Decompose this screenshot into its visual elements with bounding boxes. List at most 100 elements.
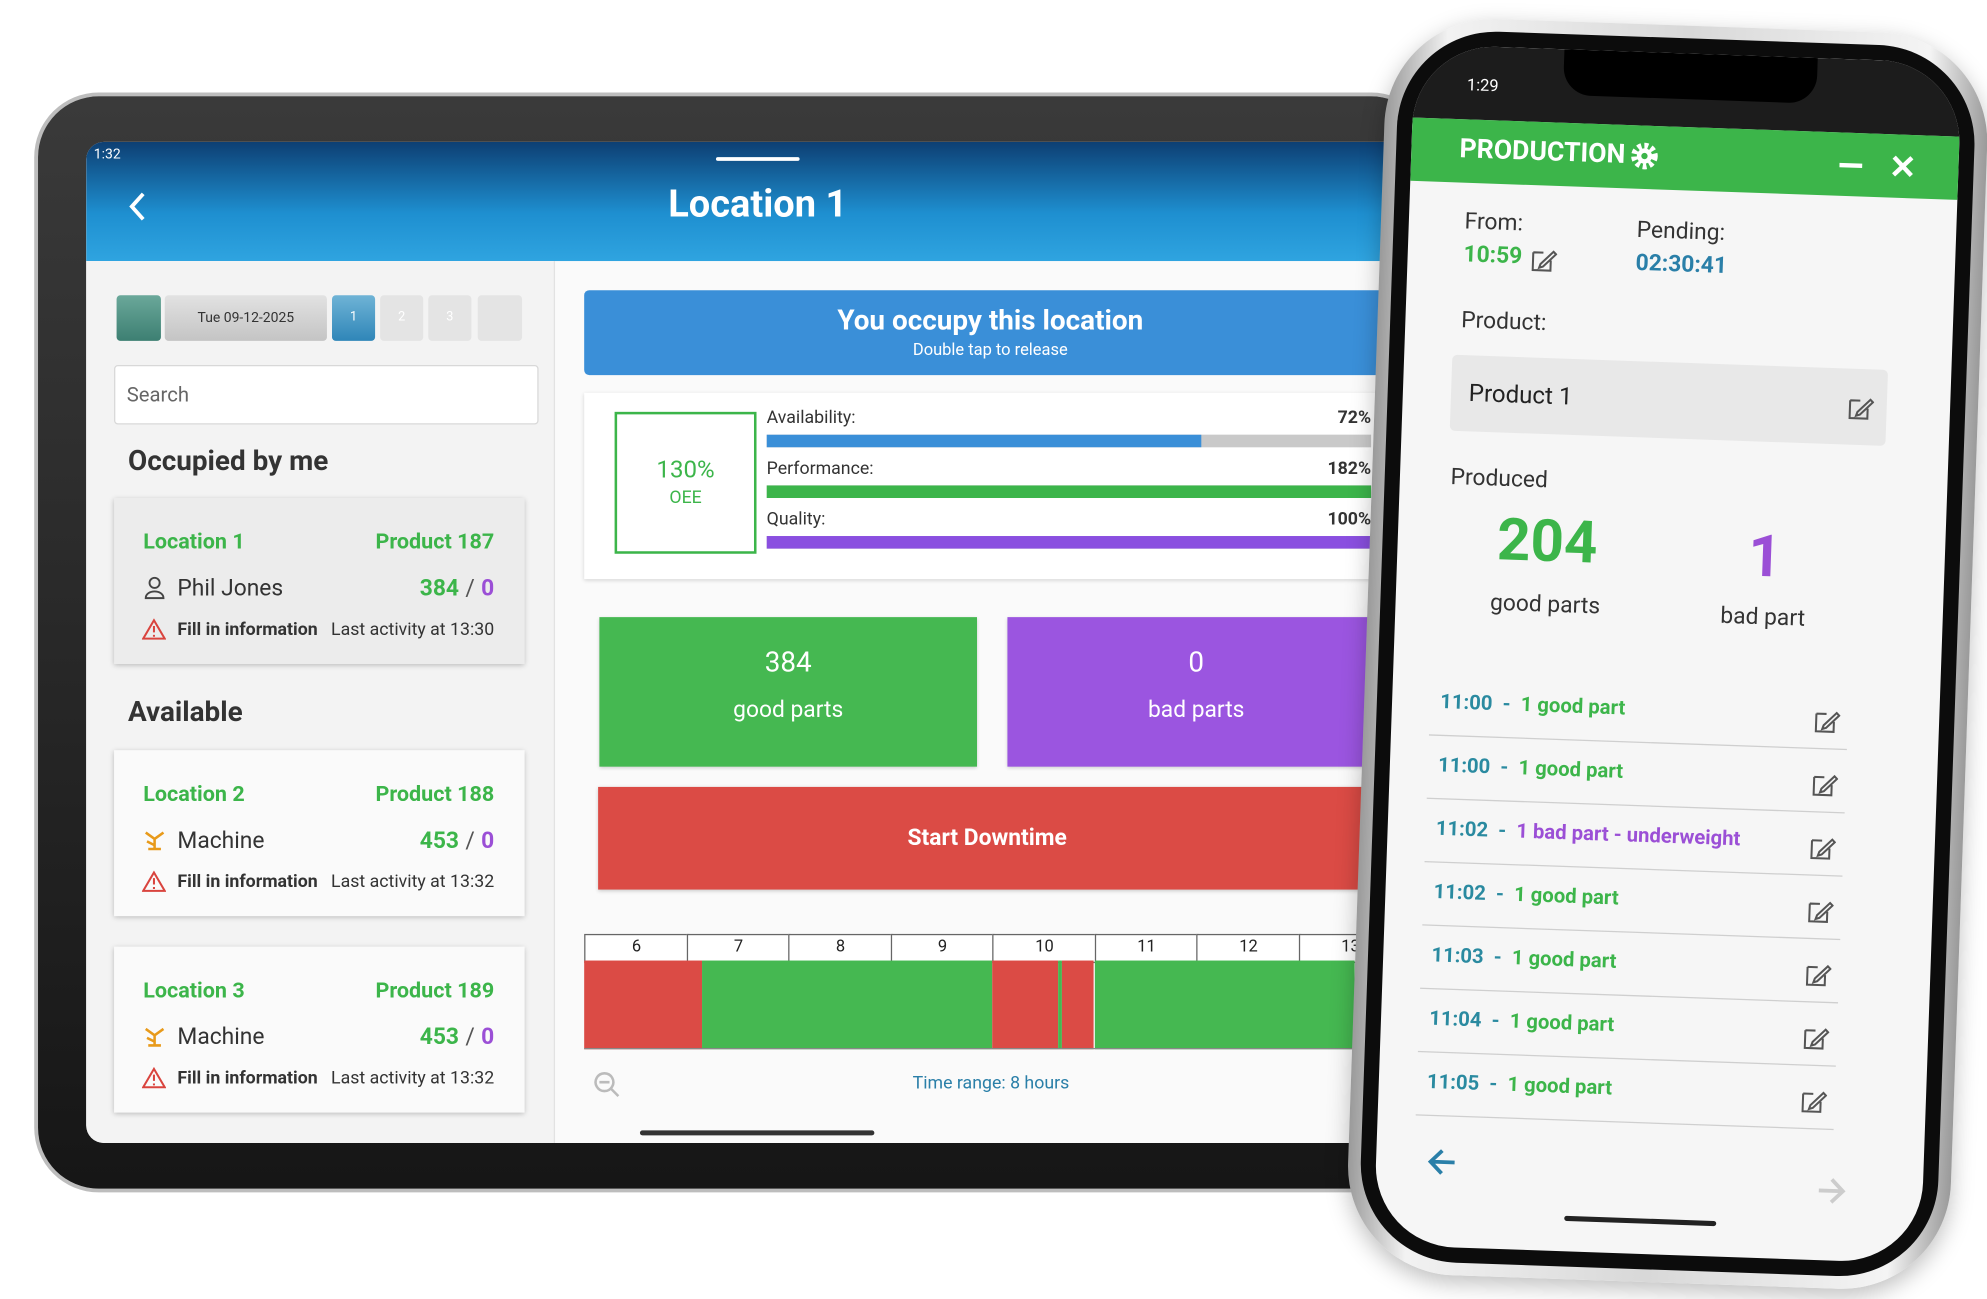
- page-title: Location 1: [668, 182, 848, 227]
- timeline-segment: [1094, 960, 1355, 1050]
- log-entry[interactable]: 11:02-1 bad part - underweight: [1424, 810, 1845, 877]
- section-heading: Available: [127, 696, 243, 729]
- metric-track: [766, 434, 1372, 448]
- edit-icon[interactable]: [1810, 770, 1839, 799]
- card-operator: Machine: [177, 1023, 265, 1051]
- bad-count: 0: [481, 1023, 495, 1051]
- edit-icon-shape: [1812, 774, 1839, 797]
- banner-title: You occupy this location: [837, 305, 1144, 338]
- pending-label: Pending:: [1636, 216, 1726, 247]
- card-counts: 453/0: [420, 827, 494, 854]
- edit-icon[interactable]: [1803, 960, 1832, 989]
- counter-value: 0: [1188, 647, 1205, 680]
- from-time: 10:59: [1463, 241, 1523, 270]
- page-button[interactable]: 2: [380, 295, 424, 341]
- card-activity: Last activity at 13:30: [331, 619, 495, 640]
- log-entry[interactable]: 11:00-1 good part: [1426, 746, 1847, 814]
- edit-icon[interactable]: [1807, 834, 1837, 863]
- edit-icon-shape: [1810, 838, 1837, 860]
- settings-icon[interactable]: [1629, 140, 1660, 171]
- log-entry[interactable]: 11:05-1 good part: [1415, 1063, 1836, 1131]
- log-text: 11:02-1 bad part - underweight: [1435, 816, 1740, 851]
- icon-shape: [594, 1072, 620, 1098]
- counter-button[interactable]: 0 bad parts: [1007, 617, 1386, 767]
- counter-value: 384: [764, 647, 812, 680]
- edit-icon[interactable]: [1801, 1024, 1830, 1053]
- oee-box: 130% OEE: [614, 411, 757, 554]
- metric-track: [766, 536, 1372, 549]
- person-icon: [144, 576, 165, 600]
- edit-icon[interactable]: [1805, 897, 1834, 926]
- zoom-out-icon[interactable]: [593, 1071, 621, 1099]
- log-separator: -: [1493, 944, 1503, 969]
- icon-shape: [141, 618, 167, 640]
- forward-arrow[interactable]: [1816, 1176, 1847, 1205]
- log-entry[interactable]: 11:00-1 good part: [1428, 683, 1849, 751]
- edit-icon-shape: [1531, 250, 1558, 272]
- counter-label: bad parts: [1147, 696, 1245, 724]
- edit-icon-shape: [1848, 398, 1875, 420]
- log-entry[interactable]: 11:03-1 good part: [1420, 936, 1840, 1004]
- timeline-segment: [1058, 960, 1062, 1050]
- metric-value: 72%: [1337, 408, 1372, 429]
- count-separator: /: [465, 827, 475, 855]
- log-text: 11:04-1 good part: [1429, 1006, 1615, 1037]
- edit-icon[interactable]: [1799, 1087, 1828, 1116]
- icon-shape: [141, 870, 167, 892]
- card-location: Location 1: [143, 529, 245, 556]
- search-input[interactable]: Search: [114, 364, 539, 425]
- edit-icon[interactable]: [1846, 394, 1875, 423]
- phone-screen: 1:29 PRODUCTION From: 10:59 Pending: 02:…: [1373, 44, 1963, 1264]
- occupy-banner[interactable]: You occupy this location Double tap to re…: [584, 290, 1397, 376]
- edit-icon[interactable]: [1529, 246, 1558, 275]
- count-separator: /: [465, 575, 475, 602]
- card-activity: Last activity at 13:32: [331, 1068, 495, 1089]
- page-button[interactable]: 1: [332, 295, 376, 341]
- timeline-segment: [992, 960, 1059, 1050]
- date-field[interactable]: Tue 09-12-2025: [164, 295, 327, 341]
- card-counts: 453/0: [420, 1024, 494, 1051]
- location-card[interactable]: Location 3 Product 189 Machine 453/0 Fill in…: [114, 946, 525, 1113]
- icon-shape: [144, 590, 165, 600]
- window-controls[interactable]: [1839, 150, 1929, 183]
- downtime-button[interactable]: Start Downtime: [598, 786, 1377, 890]
- timeline-segment: [701, 960, 993, 1050]
- log-text: 11:05-1 good part: [1427, 1069, 1613, 1100]
- log-entry[interactable]: 11:04-1 good part: [1417, 1000, 1838, 1067]
- prev-date[interactable]: [116, 295, 161, 341]
- metric-value: 100%: [1327, 509, 1372, 530]
- page-button[interactable]: 3: [428, 295, 472, 341]
- counter-label: good parts: [733, 696, 844, 724]
- machine-icon: [144, 1027, 165, 1047]
- edit-icon[interactable]: [1812, 707, 1841, 736]
- metric-value: 182%: [1327, 458, 1372, 480]
- hour-cell: 12: [1196, 933, 1301, 964]
- log-text: 11:02-1 good part: [1433, 879, 1619, 910]
- log-count: 1 good part: [1507, 1071, 1613, 1100]
- header-title: PRODUCTION: [1459, 134, 1626, 171]
- timeline-segment: [584, 960, 702, 1050]
- good-count: 453: [419, 827, 460, 855]
- back-arrow[interactable]: [1426, 1148, 1457, 1177]
- next-date[interactable]: [477, 295, 523, 341]
- phone: 1:29 PRODUCTION From: 10:59 Pending: 02:…: [1344, 15, 1987, 1293]
- edit-icon-shape: [1808, 901, 1834, 923]
- metric-bar: [766, 536, 1372, 549]
- log-time: 11:00: [1439, 689, 1493, 715]
- metric-track: [766, 485, 1372, 499]
- card-operator: Phil Jones: [177, 575, 284, 602]
- good-count: 384: [419, 575, 460, 602]
- log-separator: -: [1488, 1071, 1498, 1096]
- location-card[interactable]: Location 1 Product 187 Phil Jones 384/0 Fill…: [114, 498, 525, 665]
- log-count: 1 bad part: [1515, 818, 1610, 846]
- log-separator: -: [1500, 754, 1509, 779]
- counter-button[interactable]: 384 good parts: [599, 617, 978, 767]
- location-card[interactable]: Location 2 Product 188 Machine 453/0 Fill in…: [114, 750, 525, 917]
- time-range: Time range: 8 hours: [912, 1073, 1070, 1094]
- card-counts: 384/0: [420, 575, 494, 602]
- back-button[interactable]: [124, 190, 152, 223]
- good-count: 453: [419, 1023, 460, 1051]
- log-entry[interactable]: 11:02-1 good part: [1422, 873, 1843, 941]
- timeline-baseline: [584, 1047, 1401, 1050]
